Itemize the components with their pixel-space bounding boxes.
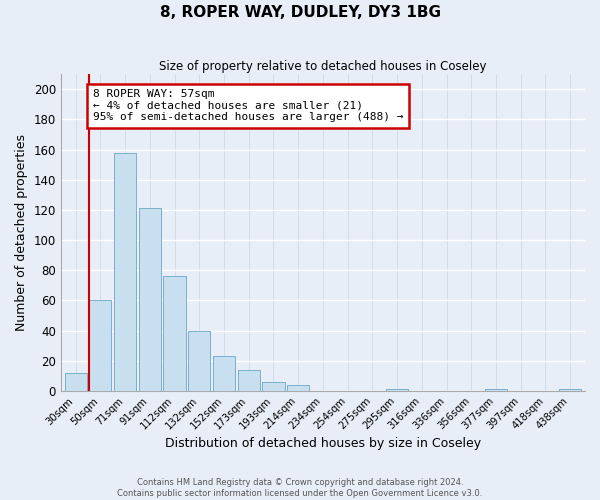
Bar xyxy=(188,330,211,391)
Bar xyxy=(89,300,112,391)
Bar xyxy=(386,390,408,391)
Bar xyxy=(485,390,507,391)
Bar xyxy=(114,152,136,391)
Y-axis label: Number of detached properties: Number of detached properties xyxy=(15,134,28,331)
Bar xyxy=(238,370,260,391)
Text: Contains HM Land Registry data © Crown copyright and database right 2024.
Contai: Contains HM Land Registry data © Crown c… xyxy=(118,478,482,498)
Bar xyxy=(65,373,87,391)
Bar xyxy=(213,356,235,391)
Text: 8, ROPER WAY, DUDLEY, DY3 1BG: 8, ROPER WAY, DUDLEY, DY3 1BG xyxy=(160,5,440,20)
X-axis label: Distribution of detached houses by size in Coseley: Distribution of detached houses by size … xyxy=(165,437,481,450)
Title: Size of property relative to detached houses in Coseley: Size of property relative to detached ho… xyxy=(159,60,487,73)
Bar xyxy=(139,208,161,391)
Bar xyxy=(163,276,185,391)
Bar xyxy=(287,385,309,391)
Bar xyxy=(559,390,581,391)
Bar xyxy=(262,382,284,391)
Text: 8 ROPER WAY: 57sqm
← 4% of detached houses are smaller (21)
95% of semi-detached: 8 ROPER WAY: 57sqm ← 4% of detached hous… xyxy=(93,90,403,122)
